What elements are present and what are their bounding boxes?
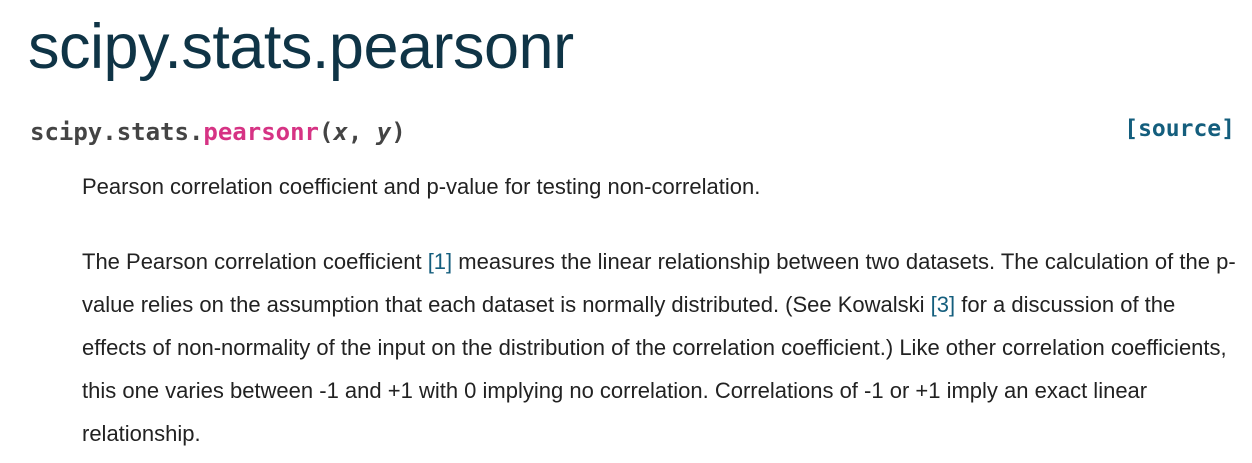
description-segment-2: measures the linear relationship between…: [82, 249, 1236, 317]
page-title: scipy.stats.pearsonr: [28, 12, 574, 82]
signature-module-prefix: scipy.stats.: [30, 118, 204, 146]
function-signature: scipy.stats.pearsonr(x, y) [source]: [30, 112, 1235, 152]
description-segment-1: The Pearson correlation coefficient: [82, 249, 428, 274]
signature-param-x: x: [333, 118, 348, 146]
source-link[interactable]: [source]: [1124, 116, 1235, 142]
signature-close-paren: ): [391, 118, 406, 146]
signature-function-name: pearsonr: [203, 118, 319, 146]
signature-separator: ,: [347, 118, 377, 146]
reference-link-3[interactable]: [3]: [930, 292, 956, 317]
reference-link-1[interactable]: [1]: [427, 249, 453, 274]
signature-open-paren: (: [318, 118, 334, 146]
description-segment-3: for a discussion of the effects of non-n…: [82, 292, 1227, 446]
summary-text: Pearson correlation coefficient and p-va…: [82, 174, 761, 199]
signature-param-y: y: [376, 118, 392, 146]
description-paragraph: The Pearson correlation coefficient [1] …: [82, 240, 1242, 455]
